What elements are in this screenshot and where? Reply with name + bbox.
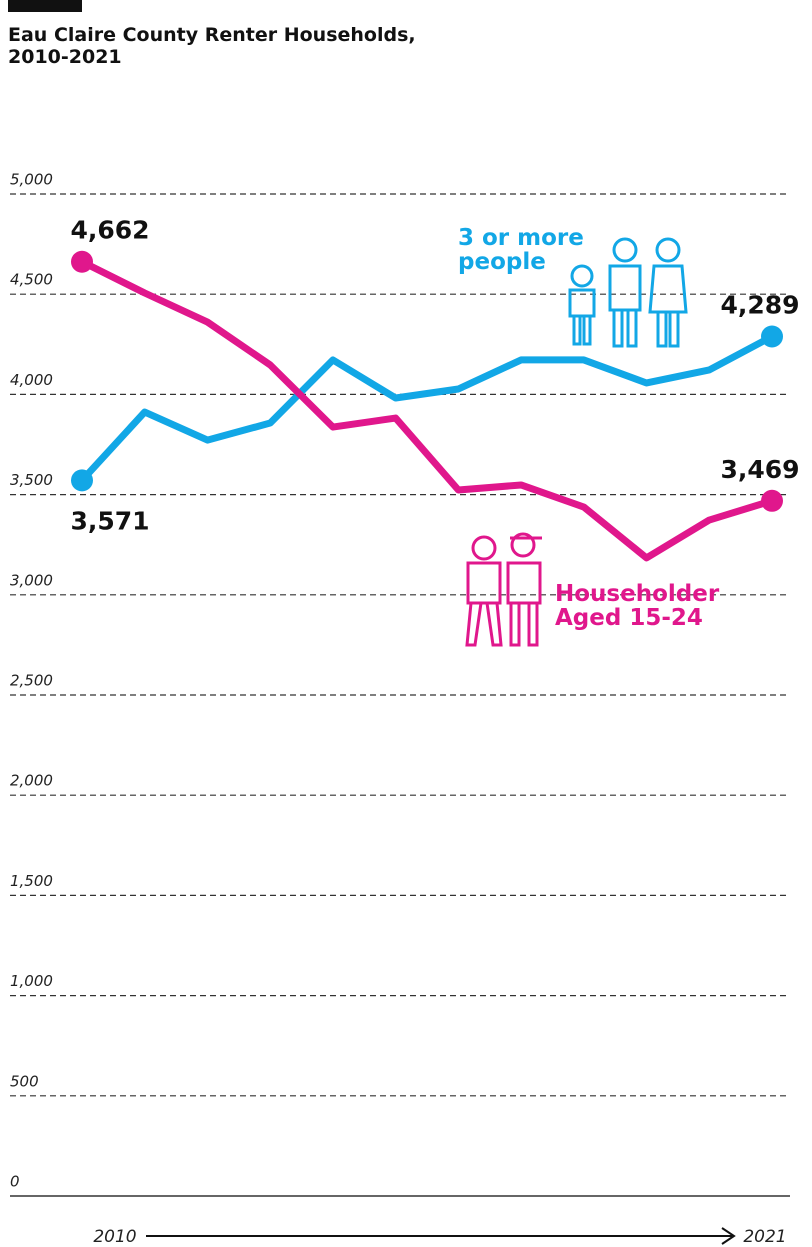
x-tick-label: 2010 [93, 1227, 136, 1247]
value-label: 4,289 [720, 290, 799, 319]
y-tick-label: 500 [10, 1072, 39, 1090]
chart-title: Eau Claire County Renter Households, 201… [8, 24, 416, 68]
end-dot [71, 469, 93, 492]
value-label: 3,571 [70, 506, 149, 535]
y-tick-label: 3,500 [10, 471, 53, 489]
end-dot [71, 250, 93, 273]
series-label: Householder Aged 15-24 [555, 581, 720, 631]
y-tick-label: 2,000 [10, 772, 53, 790]
series-line [79, 333, 774, 483]
y-tick-label: 1,000 [10, 972, 53, 990]
y-tick-label: 2,500 [10, 672, 53, 690]
value-label: 4,662 [70, 216, 149, 245]
arrow-head [721, 1227, 736, 1245]
title-bar [8, 0, 82, 12]
icon-youth [465, 532, 542, 647]
x-tick-label: 2021 [743, 1227, 786, 1247]
y-tick-label: 0 [10, 1173, 20, 1191]
y-tick-label: 3,000 [10, 571, 53, 589]
value-label: 3,469 [720, 455, 799, 484]
series-label: 3 or more people [458, 225, 584, 275]
end-dot [761, 489, 783, 512]
end-dot [761, 325, 783, 348]
y-tick-label: 1,500 [10, 872, 53, 890]
y-tick-label: 4,500 [10, 271, 53, 289]
y-tick-label: 4,000 [10, 371, 53, 389]
y-tick-label: 5,000 [10, 171, 53, 189]
series-line [80, 258, 774, 562]
icon-family [568, 237, 688, 348]
